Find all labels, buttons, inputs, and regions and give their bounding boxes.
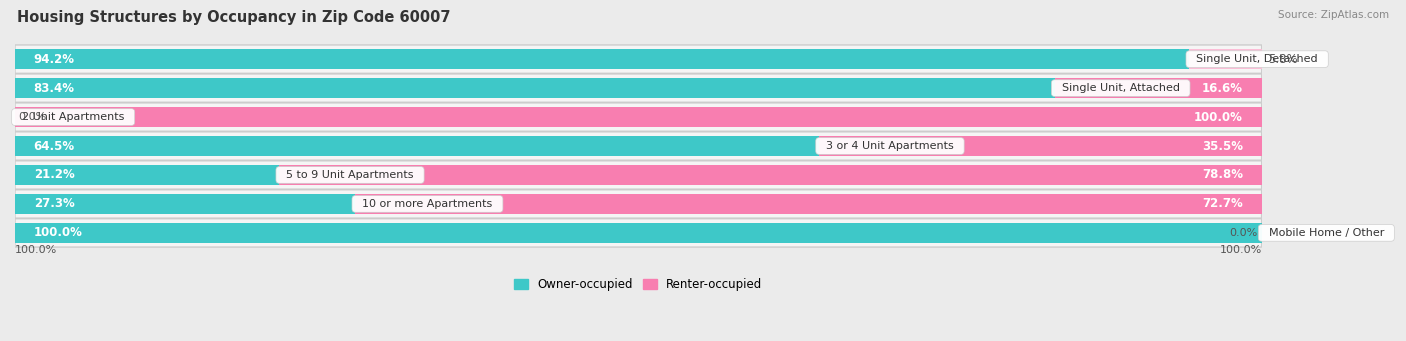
Text: 100.0%: 100.0% — [1219, 245, 1261, 255]
Text: Source: ZipAtlas.com: Source: ZipAtlas.com — [1278, 10, 1389, 20]
Bar — [15, 165, 280, 185]
FancyBboxPatch shape — [15, 103, 1261, 131]
FancyBboxPatch shape — [15, 74, 1261, 102]
FancyBboxPatch shape — [15, 161, 1261, 189]
Text: 21.2%: 21.2% — [34, 168, 75, 181]
FancyBboxPatch shape — [15, 132, 1261, 160]
Bar — [15, 223, 1261, 243]
Text: Mobile Home / Other: Mobile Home / Other — [1261, 228, 1391, 238]
Bar — [1054, 78, 1261, 98]
Bar — [15, 107, 1261, 127]
Text: 16.6%: 16.6% — [1202, 81, 1243, 94]
FancyBboxPatch shape — [15, 190, 1261, 218]
Text: 64.5%: 64.5% — [34, 139, 75, 152]
Text: 100.0%: 100.0% — [15, 245, 58, 255]
Text: Housing Structures by Occupancy in Zip Code 60007: Housing Structures by Occupancy in Zip C… — [17, 10, 450, 25]
Text: Single Unit, Detached: Single Unit, Detached — [1189, 54, 1324, 64]
Text: 5.8%: 5.8% — [1268, 53, 1298, 65]
FancyBboxPatch shape — [15, 219, 1261, 247]
Text: 2 Unit Apartments: 2 Unit Apartments — [15, 112, 131, 122]
Text: 5 to 9 Unit Apartments: 5 to 9 Unit Apartments — [280, 170, 420, 180]
Text: 35.5%: 35.5% — [1202, 139, 1243, 152]
FancyBboxPatch shape — [15, 45, 1261, 73]
Text: 100.0%: 100.0% — [34, 226, 83, 239]
Bar — [15, 194, 356, 214]
Bar — [356, 194, 1261, 214]
Text: 10 or more Apartments: 10 or more Apartments — [356, 199, 499, 209]
Text: 3 or 4 Unit Apartments: 3 or 4 Unit Apartments — [820, 141, 960, 151]
Text: 83.4%: 83.4% — [34, 81, 75, 94]
Text: 0.0%: 0.0% — [18, 112, 46, 122]
Legend: Owner-occupied, Renter-occupied: Owner-occupied, Renter-occupied — [515, 278, 762, 291]
Text: 78.8%: 78.8% — [1202, 168, 1243, 181]
Text: 94.2%: 94.2% — [34, 53, 75, 65]
Bar — [280, 165, 1261, 185]
Text: 0.0%: 0.0% — [1230, 228, 1258, 238]
Text: 72.7%: 72.7% — [1202, 197, 1243, 210]
Text: 27.3%: 27.3% — [34, 197, 75, 210]
Text: 100.0%: 100.0% — [1194, 110, 1243, 123]
Bar — [820, 136, 1261, 156]
Bar — [1189, 49, 1261, 69]
Bar — [15, 78, 1054, 98]
Bar — [15, 136, 820, 156]
Text: Single Unit, Attached: Single Unit, Attached — [1054, 83, 1187, 93]
Bar — [15, 49, 1189, 69]
